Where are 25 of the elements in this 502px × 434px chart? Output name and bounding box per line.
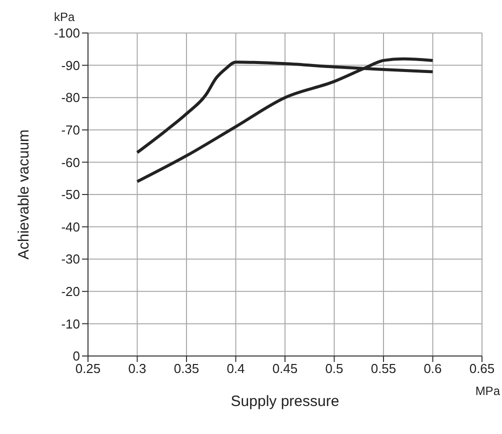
y-tick-label: -60 — [61, 154, 80, 170]
y-tick-label: 0 — [72, 348, 80, 364]
text: MPa — [475, 384, 500, 398]
x-tick-label: 0.3 — [128, 361, 146, 376]
y-tick-label: -40 — [61, 219, 80, 234]
x-tick-label: 0.45 — [272, 361, 298, 376]
text: kPa — [54, 10, 75, 24]
y-axis-title: Achievable vacuum — [15, 129, 32, 260]
y-tick-label: -10 — [61, 316, 80, 332]
x-tick-label: 0.55 — [370, 361, 396, 376]
line-series — [136, 57, 434, 184]
x-tick-label: 0.4 — [226, 361, 245, 376]
y-tick-label: -90 — [61, 58, 80, 73]
x-tick-label: 0.5 — [325, 361, 344, 376]
x-tick-label: 0.35 — [174, 361, 200, 376]
x-tick-label: 0.6 — [424, 361, 442, 376]
y-tick-label: -100 — [54, 26, 80, 41]
y-tick-label: -20 — [61, 284, 80, 300]
x-tick-label: 0.65 — [469, 361, 495, 376]
x-axis-title: Supply pressure — [230, 393, 340, 410]
y-tick-label: -50 — [61, 187, 80, 202]
y-tick-label: -70 — [61, 122, 80, 138]
y-tick-label: -30 — [61, 252, 80, 267]
y-tick-label: -80 — [61, 90, 80, 106]
x-tick-label: 0.25 — [75, 361, 101, 376]
